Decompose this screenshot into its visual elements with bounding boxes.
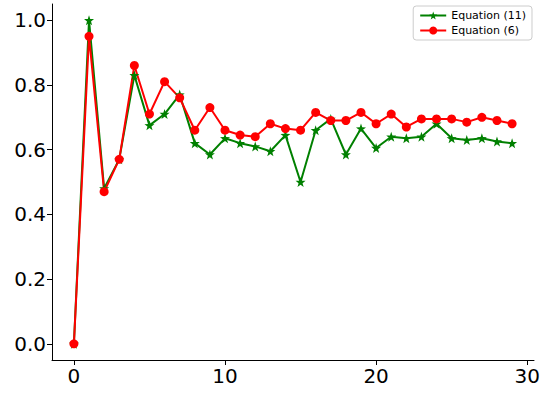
svg-text:0.6: 0.6 <box>14 138 46 162</box>
svg-text:0: 0 <box>68 364 81 388</box>
svg-text:1.0: 1.0 <box>14 8 46 32</box>
svg-text:0.8: 0.8 <box>14 73 46 97</box>
svg-text:0.4: 0.4 <box>14 202 46 226</box>
svg-text:10: 10 <box>212 364 237 388</box>
svg-text:0.2: 0.2 <box>14 267 46 291</box>
svg-text:Equation (6): Equation (6) <box>451 24 519 37</box>
svg-text:Equation (11): Equation (11) <box>451 9 526 22</box>
svg-text:30: 30 <box>514 364 539 388</box>
svg-text:0.0: 0.0 <box>14 332 46 356</box>
svg-text:20: 20 <box>363 364 388 388</box>
